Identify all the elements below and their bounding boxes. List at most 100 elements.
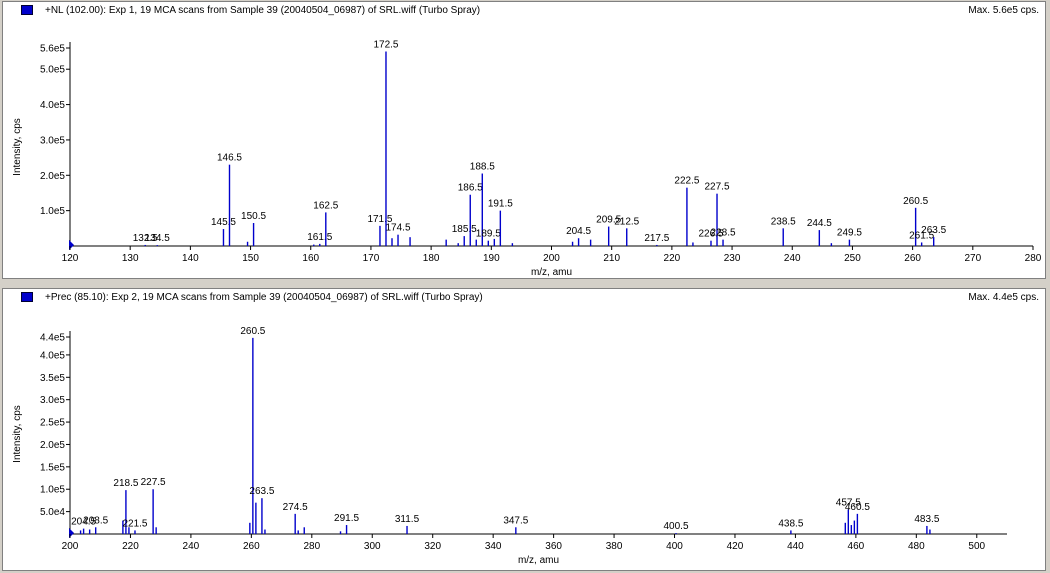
x-tick-label: 240 xyxy=(183,541,200,552)
x-tick-label: 440 xyxy=(787,541,804,552)
spectrum-panel-prec: +Prec (85.10): Exp 2, 19 MCA scans from … xyxy=(2,288,1046,571)
peak-label: 204.5 xyxy=(566,226,591,237)
max-intensity-label: Max. 5.6e5 cps. xyxy=(968,5,1039,16)
peak-label: 483.5 xyxy=(914,514,939,525)
peak-label: 222.5 xyxy=(674,176,699,187)
x-tick-label: 250 xyxy=(844,253,861,264)
x-tick-label: 480 xyxy=(908,541,925,552)
peak-label: 438.5 xyxy=(778,518,803,529)
peak-label: 274.5 xyxy=(283,502,308,513)
peak-label: 186.5 xyxy=(458,183,483,194)
spectrum-panel-nl: +NL (102.00): Exp 1, 19 MCA scans from S… xyxy=(2,1,1046,279)
peak-label: 261.5 xyxy=(909,230,934,241)
peak-label: 347.5 xyxy=(503,515,528,526)
spectrum-plot-nl[interactable]: 120 130 140 150 160 170 180 190 200 210 220 230 240 2… xyxy=(3,2,1045,278)
panel-title: +NL (102.00): Exp 1, 19 MCA scans from S… xyxy=(45,5,481,16)
x-tick-label: 320 xyxy=(424,541,441,552)
x-axis-label: m/z, amu xyxy=(518,555,559,566)
y-tick-label: 4.0e5 xyxy=(40,100,65,111)
peak-label: 162.5 xyxy=(313,200,338,211)
peak-label: 260.5 xyxy=(240,326,265,337)
y-tick-label: 3.0e5 xyxy=(40,395,65,406)
x-tick-label: 260 xyxy=(904,253,921,264)
panel-header: +NL (102.00): Exp 1, 19 MCA scans from S… xyxy=(3,2,1045,20)
x-tick-label: 280 xyxy=(1025,253,1042,264)
peak-label: 291.5 xyxy=(334,513,359,524)
y-tick-label: 1.0e5 xyxy=(40,485,65,496)
x-tick-label: 300 xyxy=(364,541,381,552)
peak-label: 171.5 xyxy=(367,214,392,225)
x-tick-label: 500 xyxy=(968,541,985,552)
peak-label: 209.5 xyxy=(596,215,621,226)
peak-label: 150.5 xyxy=(241,211,266,222)
x-tick-label: 220 xyxy=(122,541,139,552)
x-tick-label: 190 xyxy=(483,253,500,264)
panel-header: +Prec (85.10): Exp 2, 19 MCA scans from … xyxy=(3,289,1045,307)
panel-title: +Prec (85.10): Exp 2, 19 MCA scans from … xyxy=(45,292,483,303)
y-axis-label: Intensity, cps xyxy=(12,118,23,176)
x-tick-label: 230 xyxy=(724,253,741,264)
y-tick-label: 5.6e5 xyxy=(40,44,65,55)
y-tick-label: 4.4e5 xyxy=(40,333,65,344)
x-tick-label: 420 xyxy=(727,541,744,552)
y-tick-label: 2.5e5 xyxy=(40,418,65,429)
x-tick-label: 260 xyxy=(243,541,260,552)
peak-label: 161.5 xyxy=(307,232,332,243)
x-tick-label: 180 xyxy=(423,253,440,264)
peak-label: 218.5 xyxy=(113,478,138,489)
x-tick-label: 160 xyxy=(302,253,319,264)
x-tick-label: 380 xyxy=(606,541,623,552)
peak-label: 228.5 xyxy=(711,228,736,239)
series-color-marker[interactable] xyxy=(21,5,33,15)
peak-label: 134.5 xyxy=(145,233,170,244)
x-tick-label: 400 xyxy=(666,541,683,552)
x-tick-label: 130 xyxy=(122,253,139,264)
peak-label: 212.5 xyxy=(614,216,639,227)
peak-label: 172.5 xyxy=(373,40,398,51)
peak-label: 145.5 xyxy=(211,217,236,228)
peak-label: 400.5 xyxy=(664,521,689,532)
peak-label: 227.5 xyxy=(705,182,730,193)
peak-label: 227.5 xyxy=(141,477,166,488)
peak-label: 185.5 xyxy=(452,224,477,235)
peak-label: 311.5 xyxy=(395,514,420,525)
max-intensity-label: Max. 4.4e5 cps. xyxy=(968,292,1039,303)
x-tick-label: 200 xyxy=(543,253,560,264)
peak-label: 457.5 xyxy=(836,497,861,508)
peak-label: 132.5 xyxy=(133,233,158,244)
x-tick-label: 140 xyxy=(182,253,199,264)
peak-label: 191.5 xyxy=(488,199,513,210)
peak-label: 208.5 xyxy=(83,515,108,526)
peak-label: 244.5 xyxy=(807,218,832,229)
peak-label: 460.5 xyxy=(845,502,870,513)
y-tick-label: 5.0e5 xyxy=(40,65,65,76)
x-tick-label: 340 xyxy=(485,541,502,552)
y-tick-label: 3.0e5 xyxy=(40,135,65,146)
peak-label: 260.5 xyxy=(903,196,928,207)
y-tick-label: 2.0e5 xyxy=(40,440,65,451)
series-color-marker[interactable] xyxy=(21,292,33,302)
peak-label: 217.5 xyxy=(644,233,669,244)
y-axis-label: Intensity, cps xyxy=(12,405,23,463)
peak-label: 226.5 xyxy=(698,229,723,240)
peak-label: 188.5 xyxy=(470,162,495,173)
y-tick-label: 4.0e5 xyxy=(40,350,65,361)
x-tick-label: 270 xyxy=(964,253,981,264)
x-tick-label: 210 xyxy=(603,253,620,264)
peak-label: 204.5 xyxy=(71,517,96,528)
peak-label: 189.5 xyxy=(476,229,501,240)
x-tick-label: 240 xyxy=(784,253,801,264)
x-tick-label: 120 xyxy=(62,253,79,264)
x-tick-label: 170 xyxy=(363,253,380,264)
peak-label: 174.5 xyxy=(386,223,411,234)
x-tick-label: 280 xyxy=(303,541,320,552)
x-tick-label: 360 xyxy=(545,541,562,552)
spectrum-plot-prec[interactable]: 200 220 240 260 280 300 320 340 360 380 400 420 440 4… xyxy=(3,289,1045,570)
y-tick-label: 5.0e4 xyxy=(40,507,65,518)
y-tick-label: 1.5e5 xyxy=(40,462,65,473)
x-axis-label: m/z, amu xyxy=(531,267,572,278)
peak-label: 263.5 xyxy=(249,486,274,497)
x-tick-label: 200 xyxy=(62,541,79,552)
peak-label: 238.5 xyxy=(771,216,796,227)
y-tick-label: 3.5e5 xyxy=(40,373,65,384)
